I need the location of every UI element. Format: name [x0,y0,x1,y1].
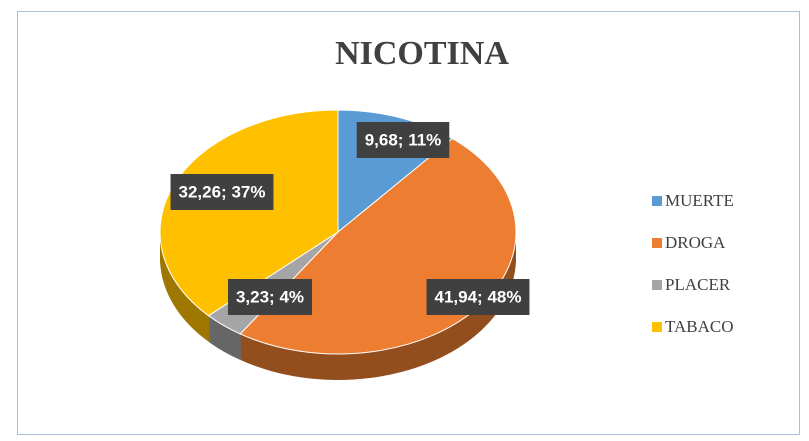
legend-label: TABACO [665,317,734,336]
data-label-box [426,279,530,315]
data-label-box [356,122,450,158]
legend-swatch [652,322,662,332]
data-label: 32,26; 37% [179,182,266,201]
data-label: 9,68; 11% [365,130,442,149]
legend-label: PLACER [665,275,731,294]
legend-swatch [652,238,662,248]
data-label: 41,94; 48% [435,287,522,306]
legend: MUERTE DROGA PLACER TABACO [652,191,734,336]
legend-label: MUERTE [665,191,734,210]
pie [159,109,517,380]
legend-swatch [652,280,662,290]
data-label-box [170,174,274,210]
data-labels: 9,68; 11% 41,94; 48% 3,23; 4% 32,26; 37% [170,122,530,315]
legend-swatch [652,196,662,206]
data-label-box [227,279,313,315]
data-label: 3,23; 4% [236,287,304,306]
chart-title: NICOTINA [335,35,509,72]
legend-label: DROGA [665,233,726,252]
